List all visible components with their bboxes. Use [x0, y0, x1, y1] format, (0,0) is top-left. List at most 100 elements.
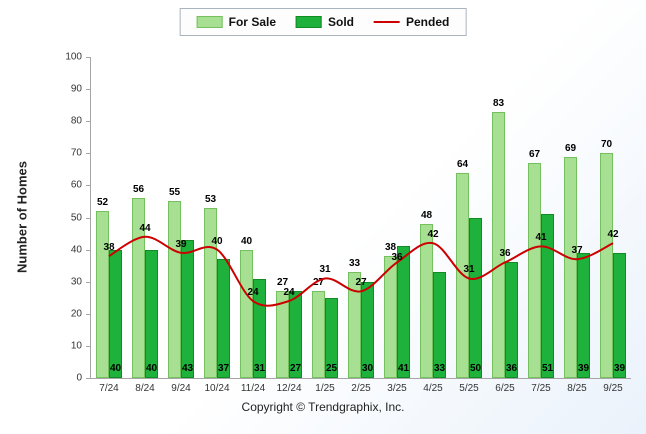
legend-item-for-sale: For Sale [196, 15, 277, 29]
sold-value-label: 41 [397, 363, 410, 374]
y-tick-label: 40 [70, 244, 82, 256]
for-sale-bar [276, 291, 289, 378]
pended-value-label: 37 [571, 245, 583, 257]
for-sale-bar [348, 272, 361, 378]
for-sale-bar [204, 207, 217, 378]
for-sale-bar [564, 156, 577, 378]
pended-line [108, 235, 614, 307]
x-tick-label: 1/25 [315, 383, 335, 394]
sold-bar [145, 249, 158, 378]
sold-bar [613, 252, 626, 378]
y-tick-label: 30 [70, 276, 82, 288]
for-sale-bar [528, 162, 541, 378]
legend-label-sold: Sold [328, 15, 355, 29]
for-sale-value-label: 67 [528, 148, 541, 160]
y-tick-label: 80 [70, 115, 82, 127]
for-sale-value-label: 53 [204, 193, 217, 205]
x-tick-label: 3/25 [387, 383, 407, 394]
legend-label-pended: Pended [406, 15, 450, 29]
sold-value-label: 37 [217, 363, 230, 374]
y-tick-mark [86, 313, 91, 315]
sold-value-label: 39 [613, 363, 626, 374]
sold-value-label: 51 [541, 363, 554, 374]
sold-bar [361, 281, 374, 378]
x-tick-label: 8/24 [135, 383, 155, 394]
x-tick-label: 9/24 [171, 383, 191, 394]
y-tick-label: 60 [70, 179, 82, 191]
pended-line-swatch-icon [374, 21, 401, 23]
pended-value-label: 40 [211, 235, 223, 247]
y-tick-mark [86, 217, 91, 219]
x-tick-label: 9/25 [603, 383, 623, 394]
y-tick-mark [86, 89, 91, 91]
sold-bar [109, 249, 122, 378]
for-sale-bar [96, 211, 109, 378]
y-tick-label: 0 [76, 372, 82, 384]
sold-bar [217, 259, 230, 378]
sold-bar [469, 217, 482, 378]
pended-value-label: 24 [247, 286, 259, 298]
y-tick-mark [86, 57, 91, 58]
x-tick-label: 5/25 [459, 383, 479, 394]
for-sale-value-label: 56 [132, 184, 145, 196]
for-sale-value-label: 70 [600, 139, 613, 151]
y-tick-mark [86, 281, 91, 283]
for-sale-bar [600, 153, 613, 378]
sold-value-label: 33 [433, 363, 446, 374]
sold-value-label: 50 [469, 363, 482, 374]
sold-value-label: 40 [145, 363, 158, 374]
pended-value-label: 31 [319, 264, 331, 276]
sold-bar [181, 239, 194, 378]
pended-value-label: 24 [283, 287, 295, 299]
y-tick-mark [86, 121, 91, 123]
for-sale-value-label: 69 [564, 142, 577, 154]
y-tick-label: 70 [70, 147, 82, 159]
pended-value-label: 36 [391, 252, 403, 264]
for-sale-value-label: 27 [312, 277, 325, 289]
sold-value-label: 39 [577, 363, 590, 374]
x-tick-label: 10/24 [204, 383, 230, 394]
for-sale-value-label: 52 [96, 197, 109, 209]
y-tick-mark [86, 249, 91, 251]
for-sale-bar [240, 249, 253, 378]
for-sale-value-label: 38 [384, 242, 397, 254]
pended-value-label: 39 [175, 238, 187, 250]
pended-value-label: 41 [535, 232, 547, 244]
for-sale-value-label: 48 [420, 209, 433, 221]
pended-value-label: 44 [139, 222, 151, 234]
sold-value-label: 30 [361, 363, 374, 374]
for-sale-value-label: 83 [492, 97, 505, 109]
x-tick-label: 7/25 [531, 383, 551, 394]
y-tick-mark [86, 345, 91, 347]
sold-bar [325, 297, 338, 378]
for-sale-value-label: 64 [456, 158, 469, 170]
for-sale-swatch-icon [196, 16, 223, 28]
pended-value-label: 36 [499, 248, 511, 260]
y-tick-mark [86, 153, 91, 155]
x-tick-label: 8/25 [567, 383, 587, 394]
y-tick-label: 100 [65, 51, 82, 63]
plot-area: 0 10 20 30 40 50 60 70 80 90 100 52 40 7/24 56 40 8/24 55… [65, 52, 631, 394]
for-sale-bar [168, 201, 181, 378]
x-tick-label: 6/25 [495, 383, 515, 394]
for-sale-value-label: 27 [276, 277, 289, 289]
sold-bar [505, 262, 518, 378]
y-tick-mark [86, 185, 91, 187]
pended-value-label: 42 [607, 229, 619, 241]
sold-value-label: 43 [181, 363, 194, 374]
x-tick-label: 4/25 [423, 383, 443, 394]
for-sale-bar [420, 223, 433, 378]
pended-value-label: 31 [463, 264, 475, 276]
x-tick-label: 7/24 [99, 383, 119, 394]
x-tick-label: 11/24 [240, 383, 266, 394]
sold-value-label: 36 [505, 363, 518, 374]
y-tick-label: 90 [70, 83, 82, 95]
sold-value-label: 31 [253, 363, 266, 374]
sold-value-label: 27 [289, 363, 302, 374]
pended-value-label: 42 [427, 229, 439, 241]
sold-swatch-icon [296, 16, 323, 28]
for-sale-bar [312, 291, 325, 378]
sold-bar [397, 246, 410, 378]
legend-label-for-sale: For Sale [228, 15, 277, 29]
